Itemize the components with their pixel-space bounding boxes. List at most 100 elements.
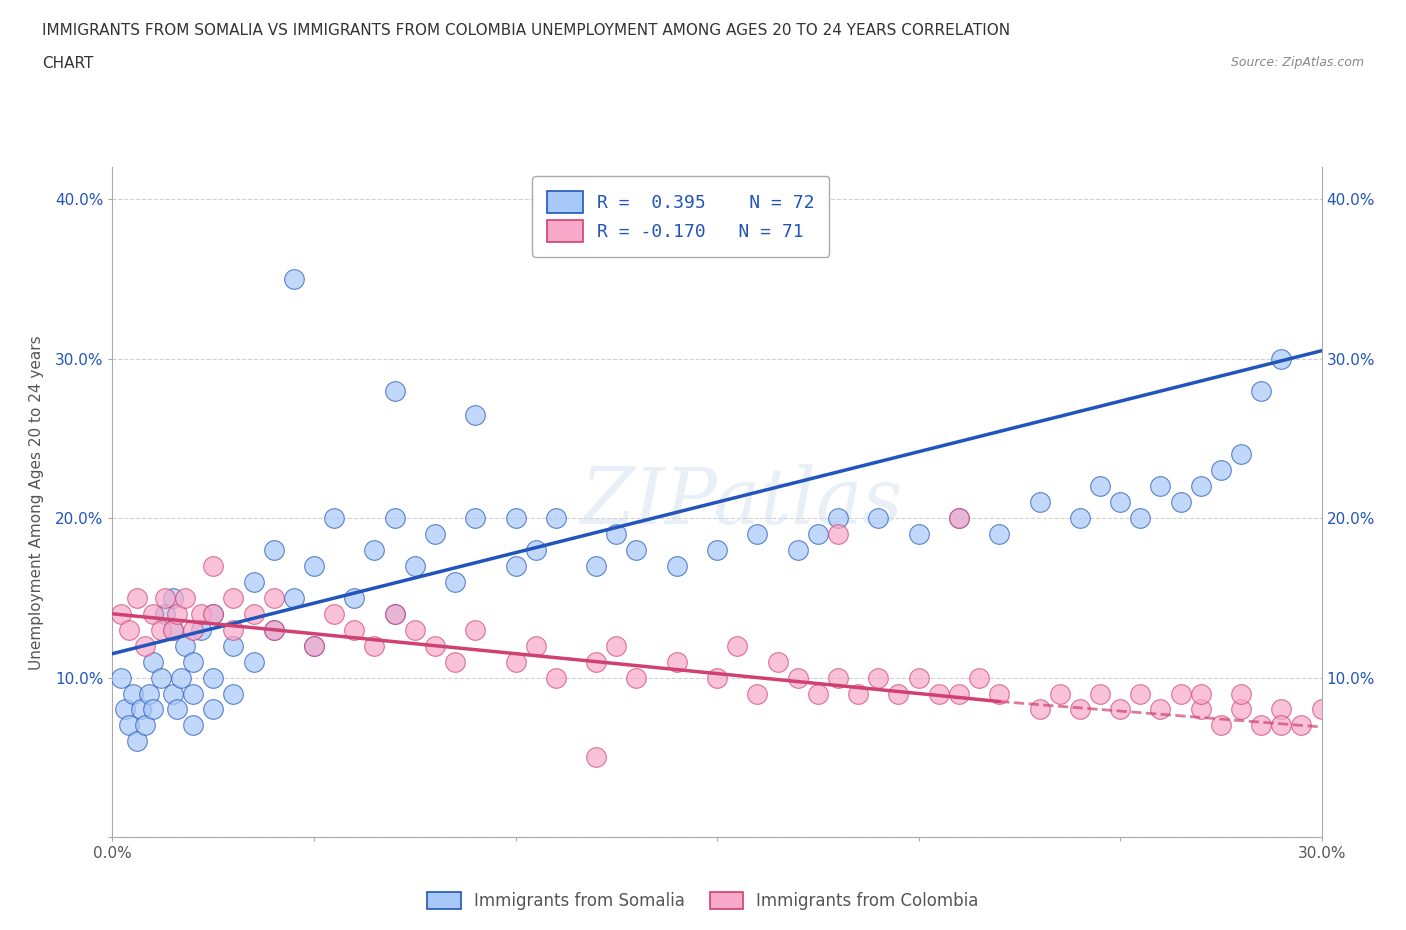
Point	[263, 542, 285, 557]
Point	[505, 559, 527, 574]
Point	[1270, 352, 1292, 366]
Legend: R =  0.395    N = 72, R = -0.170   N = 71: R = 0.395 N = 72, R = -0.170 N = 71	[533, 177, 830, 257]
Text: ZIPatlas: ZIPatlas	[581, 464, 903, 540]
Point	[1189, 479, 1212, 494]
Point	[117, 622, 139, 637]
Point	[162, 591, 184, 605]
Point	[948, 511, 970, 525]
Point	[1088, 686, 1111, 701]
Point	[190, 606, 212, 621]
Point	[907, 526, 929, 541]
Point	[1109, 702, 1132, 717]
Point	[1088, 479, 1111, 494]
Point	[846, 686, 869, 701]
Point	[1170, 495, 1192, 510]
Point	[170, 671, 193, 685]
Point	[1209, 718, 1232, 733]
Point	[142, 654, 165, 669]
Point	[363, 542, 385, 557]
Point	[868, 511, 890, 525]
Point	[827, 526, 849, 541]
Point	[404, 559, 426, 574]
Point	[505, 511, 527, 525]
Point	[174, 638, 197, 653]
Point	[1189, 686, 1212, 701]
Point	[1028, 702, 1050, 717]
Point	[114, 702, 136, 717]
Point	[1049, 686, 1071, 701]
Point	[384, 606, 406, 621]
Point	[1069, 702, 1091, 717]
Point	[1250, 383, 1272, 398]
Point	[928, 686, 950, 701]
Point	[323, 606, 346, 621]
Point	[153, 591, 176, 605]
Point	[766, 654, 789, 669]
Point	[283, 591, 305, 605]
Point	[1230, 702, 1253, 717]
Point	[725, 638, 748, 653]
Point	[166, 606, 188, 621]
Point	[134, 638, 156, 653]
Point	[706, 671, 728, 685]
Point	[149, 671, 172, 685]
Point	[384, 383, 406, 398]
Point	[464, 622, 486, 637]
Point	[747, 526, 769, 541]
Point	[665, 654, 688, 669]
Point	[125, 734, 148, 749]
Point	[444, 575, 467, 590]
Point	[827, 671, 849, 685]
Point	[1129, 511, 1152, 525]
Point	[1209, 463, 1232, 478]
Text: CHART: CHART	[42, 56, 94, 71]
Point	[827, 511, 849, 525]
Point	[505, 654, 527, 669]
Point	[222, 591, 245, 605]
Point	[302, 559, 325, 574]
Point	[202, 606, 225, 621]
Point	[665, 559, 688, 574]
Point	[605, 526, 627, 541]
Point	[142, 606, 165, 621]
Point	[1291, 718, 1313, 733]
Point	[134, 718, 156, 733]
Y-axis label: Unemployment Among Ages 20 to 24 years: Unemployment Among Ages 20 to 24 years	[30, 335, 44, 670]
Point	[181, 622, 204, 637]
Point	[464, 511, 486, 525]
Point	[129, 702, 152, 717]
Point	[1270, 702, 1292, 717]
Point	[222, 622, 245, 637]
Text: IMMIGRANTS FROM SOMALIA VS IMMIGRANTS FROM COLOMBIA UNEMPLOYMENT AMONG AGES 20 T: IMMIGRANTS FROM SOMALIA VS IMMIGRANTS FR…	[42, 23, 1011, 38]
Point	[222, 638, 245, 653]
Point	[263, 622, 285, 637]
Point	[1230, 447, 1253, 462]
Point	[222, 686, 245, 701]
Point	[323, 511, 346, 525]
Point	[384, 606, 406, 621]
Point	[242, 606, 264, 621]
Point	[524, 542, 547, 557]
Point	[1028, 495, 1050, 510]
Point	[162, 622, 184, 637]
Point	[907, 671, 929, 685]
Point	[706, 542, 728, 557]
Point	[125, 591, 148, 605]
Point	[343, 591, 366, 605]
Point	[1270, 718, 1292, 733]
Point	[181, 686, 204, 701]
Point	[1149, 702, 1171, 717]
Point	[887, 686, 910, 701]
Point	[464, 407, 486, 422]
Point	[444, 654, 467, 669]
Point	[363, 638, 385, 653]
Point	[1069, 511, 1091, 525]
Point	[302, 638, 325, 653]
Point	[153, 606, 176, 621]
Point	[283, 272, 305, 286]
Point	[174, 591, 197, 605]
Point	[181, 718, 204, 733]
Point	[302, 638, 325, 653]
Point	[807, 526, 830, 541]
Point	[605, 638, 627, 653]
